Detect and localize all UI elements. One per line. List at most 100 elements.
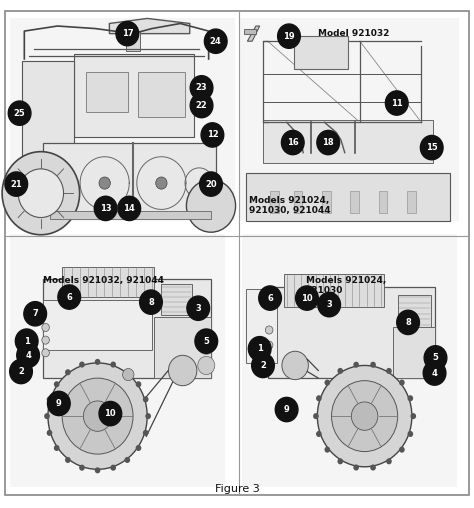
Circle shape xyxy=(316,431,322,437)
Circle shape xyxy=(275,397,298,422)
Text: 21: 21 xyxy=(10,180,22,188)
Circle shape xyxy=(143,430,148,436)
Circle shape xyxy=(282,351,309,379)
Circle shape xyxy=(95,359,100,365)
Circle shape xyxy=(47,391,70,416)
Polygon shape xyxy=(43,143,216,216)
Circle shape xyxy=(265,341,273,349)
Circle shape xyxy=(337,458,343,464)
Circle shape xyxy=(386,368,392,374)
Text: 10: 10 xyxy=(301,294,313,303)
Text: 14: 14 xyxy=(123,204,135,213)
Circle shape xyxy=(201,123,224,147)
Circle shape xyxy=(79,362,85,368)
Text: 3: 3 xyxy=(326,300,332,309)
Circle shape xyxy=(118,196,141,220)
Circle shape xyxy=(399,447,405,453)
FancyBboxPatch shape xyxy=(270,190,279,213)
Text: 10: 10 xyxy=(105,409,116,418)
Circle shape xyxy=(426,348,443,367)
Circle shape xyxy=(123,368,134,380)
Polygon shape xyxy=(22,61,74,178)
Circle shape xyxy=(325,447,330,453)
FancyBboxPatch shape xyxy=(284,274,383,307)
Circle shape xyxy=(353,464,359,470)
Text: 9: 9 xyxy=(284,405,290,414)
FancyBboxPatch shape xyxy=(393,328,436,378)
Circle shape xyxy=(54,381,60,387)
Circle shape xyxy=(146,413,151,419)
Circle shape xyxy=(143,396,148,402)
Circle shape xyxy=(318,365,412,467)
Circle shape xyxy=(313,413,319,419)
Text: 2: 2 xyxy=(260,361,266,370)
Circle shape xyxy=(198,336,215,354)
FancyBboxPatch shape xyxy=(263,120,433,163)
Polygon shape xyxy=(247,26,260,41)
Circle shape xyxy=(125,369,130,375)
Circle shape xyxy=(110,465,116,471)
Circle shape xyxy=(156,177,167,189)
Circle shape xyxy=(42,324,49,332)
Circle shape xyxy=(58,285,81,309)
Circle shape xyxy=(198,356,215,374)
Circle shape xyxy=(248,337,271,361)
Circle shape xyxy=(95,467,100,473)
Circle shape xyxy=(318,293,340,317)
Polygon shape xyxy=(126,31,140,51)
Circle shape xyxy=(353,362,359,368)
Circle shape xyxy=(325,379,330,386)
Text: 921030, 921044: 921030, 921044 xyxy=(249,206,330,215)
FancyBboxPatch shape xyxy=(407,190,416,213)
Circle shape xyxy=(46,430,52,436)
Circle shape xyxy=(282,131,304,155)
Circle shape xyxy=(385,91,408,115)
Circle shape xyxy=(83,401,112,431)
Text: 1: 1 xyxy=(257,344,263,353)
Text: 17: 17 xyxy=(121,29,133,38)
Text: Models 921024,: Models 921024, xyxy=(306,276,386,285)
Circle shape xyxy=(265,326,273,334)
Text: Models 921024,: Models 921024, xyxy=(249,196,329,205)
Circle shape xyxy=(337,368,343,374)
Text: 20: 20 xyxy=(205,180,217,188)
Circle shape xyxy=(62,378,133,454)
Circle shape xyxy=(94,196,117,220)
Circle shape xyxy=(116,21,139,46)
Text: 6: 6 xyxy=(66,293,72,302)
FancyBboxPatch shape xyxy=(239,18,459,221)
Circle shape xyxy=(46,396,52,402)
Polygon shape xyxy=(244,28,256,34)
FancyBboxPatch shape xyxy=(62,267,155,297)
Text: 18: 18 xyxy=(322,138,334,147)
Text: 921030: 921030 xyxy=(306,286,343,295)
FancyBboxPatch shape xyxy=(74,54,194,138)
Circle shape xyxy=(265,356,273,364)
Circle shape xyxy=(2,152,80,235)
Circle shape xyxy=(110,362,116,368)
Text: 4: 4 xyxy=(432,368,438,377)
Circle shape xyxy=(186,179,236,232)
Circle shape xyxy=(9,359,32,384)
FancyBboxPatch shape xyxy=(43,279,211,378)
FancyBboxPatch shape xyxy=(294,36,348,69)
FancyBboxPatch shape xyxy=(246,173,450,221)
Text: 6: 6 xyxy=(267,294,273,303)
Text: 1: 1 xyxy=(24,337,30,345)
Circle shape xyxy=(399,379,405,386)
Polygon shape xyxy=(109,18,190,34)
Circle shape xyxy=(5,172,27,196)
Circle shape xyxy=(15,329,38,353)
Circle shape xyxy=(317,131,339,155)
Circle shape xyxy=(423,361,446,385)
FancyBboxPatch shape xyxy=(246,290,277,363)
Circle shape xyxy=(18,169,64,217)
Circle shape xyxy=(296,286,318,310)
Text: 24: 24 xyxy=(210,37,222,46)
FancyBboxPatch shape xyxy=(294,190,302,213)
Circle shape xyxy=(125,457,130,463)
Text: 12: 12 xyxy=(207,131,219,140)
Text: 22: 22 xyxy=(196,101,208,110)
FancyBboxPatch shape xyxy=(398,295,431,328)
Circle shape xyxy=(408,431,413,437)
